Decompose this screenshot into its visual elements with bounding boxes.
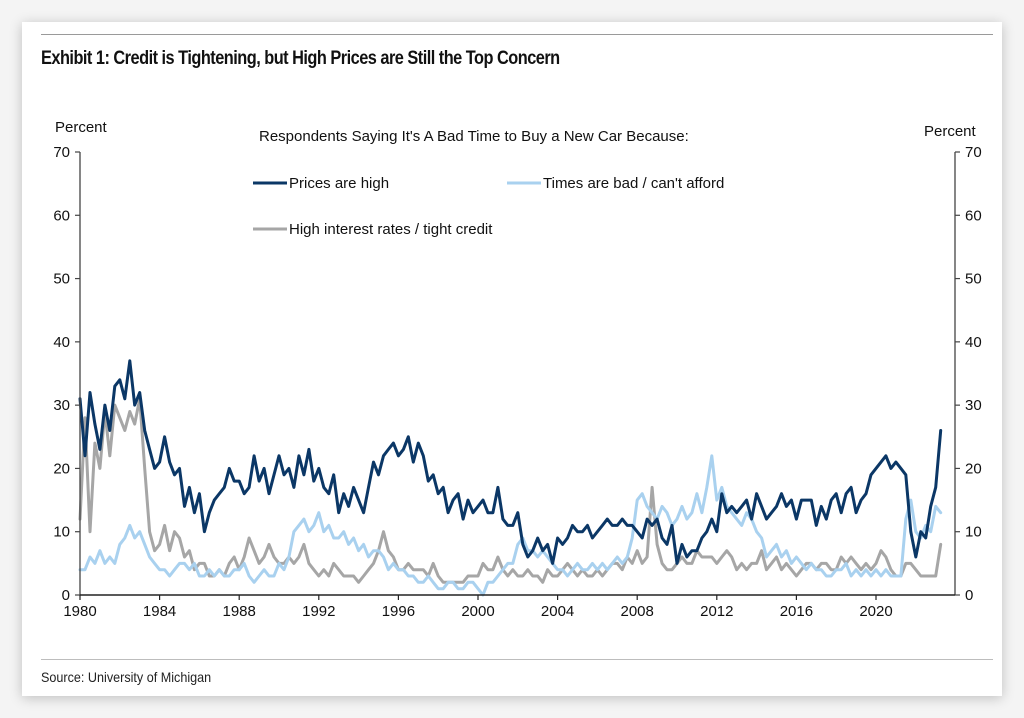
right-y-tick-label: 70: [965, 144, 982, 161]
top-divider: [41, 34, 993, 35]
chart-subtitle: Respondents Saying It's A Bad Time to Bu…: [259, 128, 689, 145]
right-y-tick-label: 50: [965, 271, 982, 288]
x-tick-label: 2008: [621, 603, 654, 620]
x-tick-label: 1984: [143, 603, 176, 620]
right-y-tick-label: 60: [965, 207, 982, 224]
x-tick-label: 1992: [302, 603, 335, 620]
left-axis-label: Percent: [55, 119, 108, 136]
left-y-tick-label: 50: [53, 271, 70, 288]
left-y-tick-label: 30: [53, 397, 70, 414]
x-tick-label: 2012: [700, 603, 733, 620]
x-tick-label: 2004: [541, 603, 574, 620]
right-y-tick-label: 20: [965, 460, 982, 477]
x-tick-label: 1980: [63, 603, 96, 620]
right-y-tick-label: 10: [965, 524, 982, 541]
bottom-divider: [41, 659, 993, 660]
left-y-tick-label: 60: [53, 207, 70, 224]
series-line-interest-rates: [78, 397, 943, 584]
right-y-tick-label: 30: [965, 397, 982, 414]
x-tick-label: 1988: [223, 603, 256, 620]
left-y-tick-label: 40: [53, 334, 70, 351]
chart-title: Exhibit 1: Credit is Tightening, but Hig…: [41, 48, 560, 69]
legend-label-prices-high: Prices are high: [289, 175, 389, 192]
chart-card: [22, 22, 1002, 696]
legend-label-interest-rates: High interest rates / tight credit: [289, 221, 493, 238]
right-y-tick-label: 40: [965, 334, 982, 351]
x-tick-label: 2016: [780, 603, 813, 620]
x-tick-label: 2020: [859, 603, 892, 620]
x-tick-label: 1996: [382, 603, 415, 620]
series-layer: [78, 359, 943, 597]
source-note: Source: University of Michigan: [41, 669, 212, 685]
series-line-prices-high: [78, 359, 943, 565]
left-y-tick-label: 10: [53, 524, 70, 541]
legend-label-times-bad: Times are bad / can't afford: [543, 175, 724, 192]
right-y-tick-label: 0: [965, 587, 973, 604]
left-y-tick-label: 20: [53, 460, 70, 477]
x-tick-label: 2000: [461, 603, 494, 620]
right-axis-label: Percent: [924, 123, 977, 140]
left-y-tick-label: 70: [53, 144, 70, 161]
left-y-tick-label: 0: [62, 587, 70, 604]
series-line-times-bad: [78, 454, 943, 597]
